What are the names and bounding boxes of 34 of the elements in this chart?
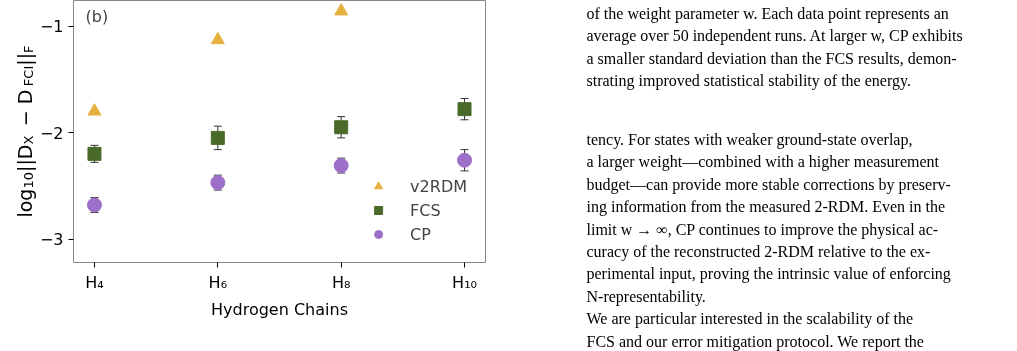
point xyxy=(457,102,472,117)
y-tick-label: −3 xyxy=(39,230,64,250)
legend-label: CP xyxy=(410,224,431,244)
point xyxy=(210,130,225,145)
y-tick-label: −1 xyxy=(39,17,64,37)
x-tick-label: H₆ xyxy=(208,272,228,292)
legend-label: v2RDM xyxy=(410,176,467,196)
y-axis-title: log10||DX − DFCI||F xyxy=(13,45,37,218)
legend-label: FCS xyxy=(410,200,441,220)
text: N-representability. xyxy=(586,287,706,306)
text: limit w → ∞, CP continues to improve the physical ac- xyxy=(586,220,939,239)
text: average over 50 independent runs. At larger w, CP exhibits xyxy=(586,27,963,46)
point xyxy=(87,103,102,116)
annotation: (b) xyxy=(85,7,109,26)
x-axis-title: Hydrogen Chains xyxy=(211,299,348,319)
point xyxy=(334,3,349,16)
text: perimental input, proving the intrinsic value of enforcing xyxy=(586,265,951,284)
text: budget—can provide more stable corrections by preserv- xyxy=(586,175,951,194)
text: of the weight parameter w. Each data point represents an xyxy=(586,5,949,23)
text: tency. For states with weaker ground-state overlap, xyxy=(586,131,913,149)
text: a smaller standard deviation than the FCS results, demon- xyxy=(586,49,957,67)
x-tick-label: H₈ xyxy=(331,272,351,292)
text: FCS and our error mitigation protocol. We report the xyxy=(586,332,924,351)
text: curacy of the reconstructed 2-RDM relative to the ex- xyxy=(586,243,931,261)
point xyxy=(457,152,473,168)
point xyxy=(210,31,225,45)
y-tick-label: −2 xyxy=(39,123,64,143)
text: We are particular interested in the scalability of the xyxy=(586,310,914,329)
text: strating improved statistical stability of the energy. xyxy=(586,72,911,91)
x-tick-label: H₄ xyxy=(85,272,104,292)
text: ing information from the measured 2-RDM. Even in the xyxy=(586,198,946,217)
x-tick-label: H₁₀ xyxy=(452,272,477,292)
point xyxy=(334,120,349,135)
text: a larger weight—combined with a higher measurement xyxy=(586,153,940,172)
